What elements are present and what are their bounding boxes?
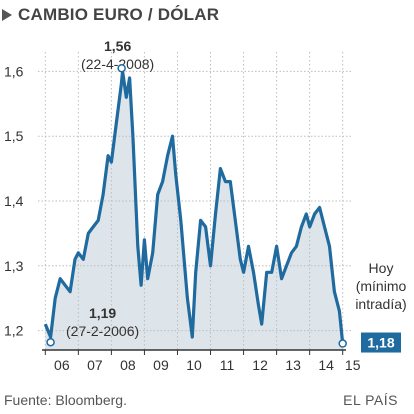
chart-title: CAMBIO EURO / DÓLAR — [18, 5, 220, 24]
y-tick-label: 1,3 — [4, 258, 24, 274]
today-marker — [338, 339, 347, 348]
y-tick-label: 1,5 — [4, 128, 24, 144]
peak-date-label: (22-4-2008) — [81, 56, 154, 72]
today-label-line2: (mínimo — [356, 278, 407, 294]
x-tick-label: 08 — [120, 357, 136, 373]
x-tick-label: 09 — [153, 357, 169, 373]
peak-value-label: 1,56 — [104, 38, 131, 54]
y-tick-label: 1,2 — [4, 323, 24, 339]
x-tick-label: 12 — [252, 357, 268, 373]
x-tick-label: 07 — [87, 357, 103, 373]
x-tick-label: 15 — [345, 357, 361, 373]
low-2006-value-label: 1,19 — [89, 305, 116, 321]
footer: Fuente: Bloomberg. EL PAÍS — [0, 388, 414, 414]
y-tick-label: 1,4 — [4, 193, 24, 209]
title-triangle-icon — [2, 9, 12, 21]
source-credit: Fuente: Bloomberg. — [4, 392, 127, 408]
title-row: CAMBIO EURO / DÓLAR — [0, 0, 219, 30]
today-value-label: 1,18 — [367, 335, 394, 351]
low-2006-marker — [46, 337, 55, 347]
x-tick-label: 13 — [285, 357, 301, 373]
area-fill — [45, 71, 343, 351]
low-2006-date-label: (27-2-2006) — [66, 323, 139, 339]
today-label-line1: Hoy — [369, 260, 394, 276]
x-tick-label: 10 — [186, 357, 202, 373]
x-tick-label: 14 — [318, 357, 334, 373]
x-tick-label: 06 — [54, 357, 70, 373]
today-value-box — [361, 332, 401, 353]
peak-marker — [117, 63, 126, 73]
series-line — [43, 69, 345, 344]
today-label-line3: intradía) — [355, 296, 406, 312]
publisher-credit: EL PAÍS — [343, 392, 398, 408]
x-tick-label: 11 — [220, 357, 235, 373]
y-tick-label: 1,6 — [4, 63, 24, 79]
